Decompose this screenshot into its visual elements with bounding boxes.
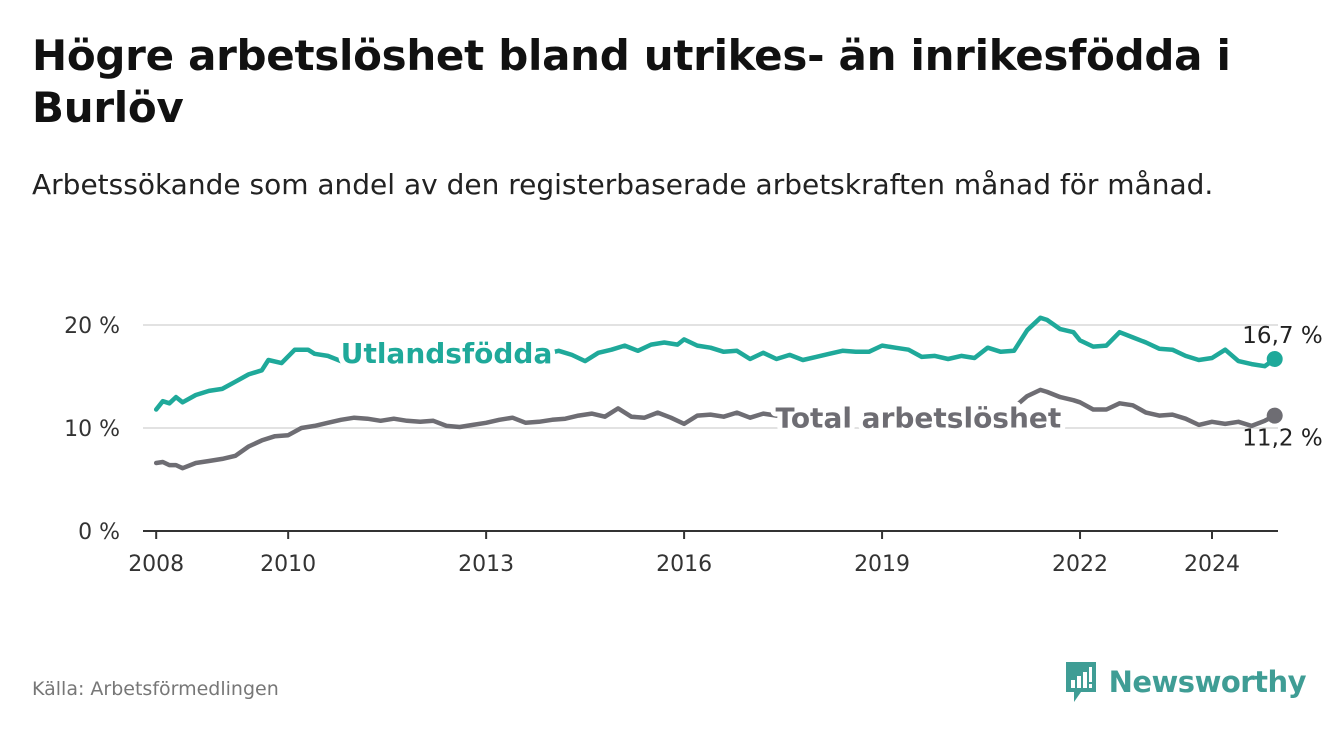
y-tick-label: 0 % bbox=[78, 520, 120, 545]
series-line-total bbox=[1011, 387, 1277, 429]
x-tick-label: 2008 bbox=[128, 552, 184, 577]
series-annotation-halo: Total arbetslöshet bbox=[775, 402, 1061, 435]
labels: 16,7 %11,2 %UtlandsföddaUtlandsföddaTota… bbox=[336, 323, 1323, 452]
x-tick-label: 2016 bbox=[656, 552, 712, 577]
brand-name: Newsworthy bbox=[1108, 665, 1307, 699]
x-tick-label: 2019 bbox=[854, 552, 910, 577]
series-line-total bbox=[153, 406, 845, 471]
x-tick-label: 2024 bbox=[1184, 552, 1240, 577]
chart-title: Högre arbetslöshet bland utrikes- än inr… bbox=[32, 31, 1231, 132]
series-annotation: Utlandsfödda bbox=[341, 337, 553, 370]
end-value-label: 11,2 % bbox=[1242, 426, 1322, 452]
x-tick-label: 2013 bbox=[458, 552, 514, 577]
gridlines: 0 % 10 % 20 % bbox=[64, 314, 1278, 545]
line-chart: 0 % 10 % 20 % 2008 2010 2013 2016 2019 2022 2024… bbox=[64, 314, 1323, 577]
series-lines bbox=[153, 315, 1283, 471]
chart-subtitle: Arbetssökande som andel av den registerb… bbox=[32, 168, 1214, 201]
y-tick-label: 10 % bbox=[64, 417, 120, 442]
end-value-label: 16,7 % bbox=[1242, 323, 1322, 349]
x-tick-label: 2010 bbox=[260, 552, 316, 577]
bar-chart-logo-icon bbox=[1065, 662, 1096, 702]
series-annotation-halo: Utlandsfödda bbox=[341, 337, 553, 370]
y-tick-label: 20 % bbox=[64, 314, 120, 339]
x-axis: 2008 2010 2013 2016 2019 2022 2024 bbox=[128, 530, 1278, 577]
series-annotation: Total arbetslöshet bbox=[775, 402, 1061, 435]
end-point-marker bbox=[1266, 350, 1283, 367]
series-line-utlandsfodda bbox=[153, 315, 1277, 412]
source-note: Källa: Arbetsförmedlingen bbox=[32, 678, 279, 700]
x-tick-label: 2022 bbox=[1052, 552, 1108, 577]
end-point-marker bbox=[1266, 407, 1283, 424]
brand-logo: Newsworthy bbox=[1063, 660, 1307, 704]
